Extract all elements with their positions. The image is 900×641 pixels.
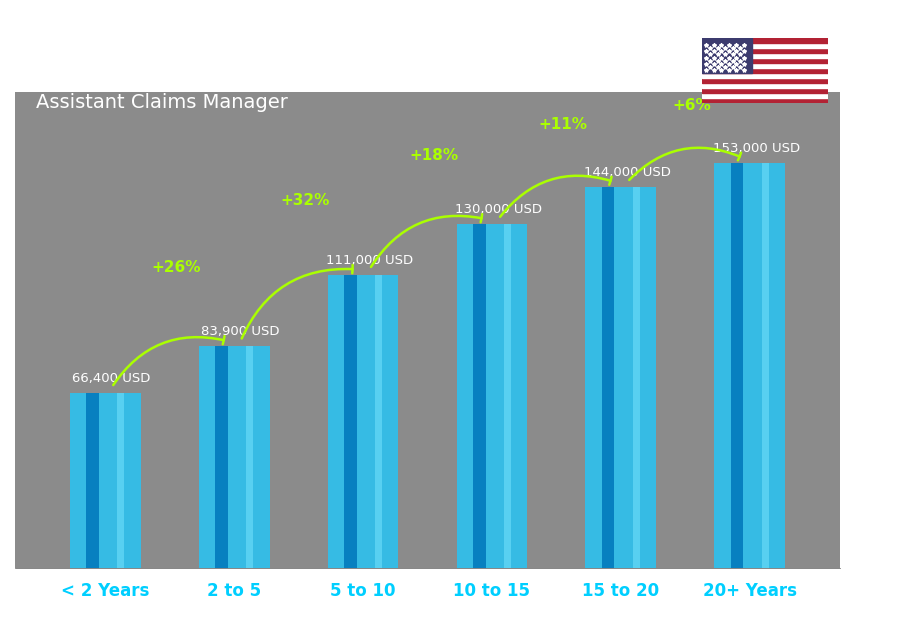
Bar <box>702 58 828 63</box>
Bar <box>702 88 828 93</box>
Bar <box>215 346 228 569</box>
Text: +6%: +6% <box>672 98 711 113</box>
Bar <box>585 187 656 569</box>
Bar <box>70 393 140 569</box>
Text: +26%: +26% <box>151 260 201 275</box>
Bar <box>702 38 752 73</box>
Bar <box>344 274 356 569</box>
Bar <box>702 68 828 73</box>
Text: 144,000 USD: 144,000 USD <box>584 166 670 179</box>
Bar <box>702 53 828 58</box>
Bar <box>761 163 769 569</box>
Bar <box>702 78 828 83</box>
Bar <box>702 73 828 78</box>
Text: salary: salary <box>424 620 476 635</box>
Text: 66,400 USD: 66,400 USD <box>73 372 151 385</box>
Bar <box>86 393 99 569</box>
Text: Assistant Claims Manager: Assistant Claims Manager <box>36 93 288 112</box>
Text: 111,000 USD: 111,000 USD <box>326 254 413 267</box>
Bar <box>715 163 785 569</box>
Bar <box>702 83 828 88</box>
Bar <box>199 346 270 569</box>
Text: Salary Comparison By Experience: Salary Comparison By Experience <box>36 45 612 74</box>
Text: +11%: +11% <box>538 117 588 131</box>
Bar <box>702 97 828 103</box>
Text: salaryexplorer.com: salaryexplorer.com <box>377 620 523 635</box>
Bar <box>456 224 527 569</box>
Bar <box>702 44 828 48</box>
Text: Average Yearly Salary: Average Yearly Salary <box>851 256 864 385</box>
Bar <box>702 38 828 44</box>
Bar <box>504 224 511 569</box>
Bar <box>731 163 743 569</box>
Bar <box>247 346 253 569</box>
Bar <box>633 187 640 569</box>
Bar <box>702 48 828 53</box>
Bar <box>117 393 124 569</box>
Text: 83,900 USD: 83,900 USD <box>202 326 280 338</box>
Bar <box>375 274 382 569</box>
Text: +18%: +18% <box>410 149 458 163</box>
Bar <box>328 274 399 569</box>
Bar <box>702 93 828 97</box>
Bar <box>472 224 486 569</box>
Text: 153,000 USD: 153,000 USD <box>713 142 800 156</box>
Text: +32%: +32% <box>281 194 329 208</box>
Text: 130,000 USD: 130,000 USD <box>454 203 542 217</box>
Bar <box>702 63 828 68</box>
Bar <box>602 187 615 569</box>
